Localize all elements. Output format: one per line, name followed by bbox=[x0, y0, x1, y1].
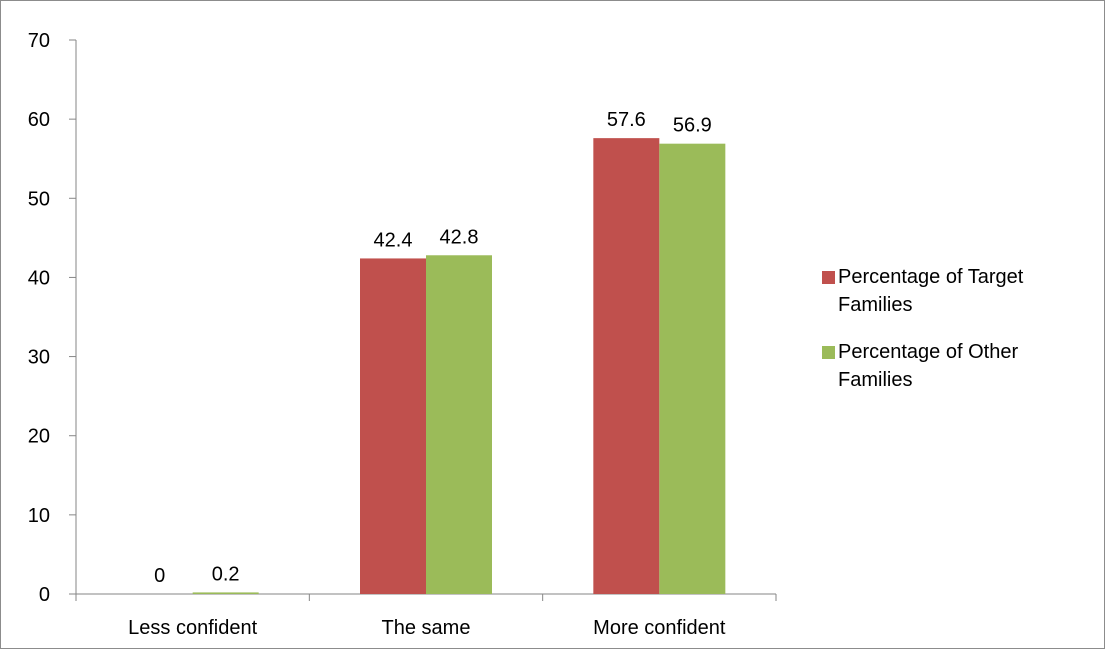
data-label: 57.6 bbox=[607, 109, 646, 131]
bar bbox=[192, 592, 259, 594]
x-tick-label: More confident bbox=[593, 617, 726, 639]
bar bbox=[426, 255, 492, 595]
data-label: 0.2 bbox=[212, 563, 240, 585]
y-tick-label: 20 bbox=[28, 426, 50, 448]
legend-swatch bbox=[822, 271, 835, 284]
y-tick-label: 40 bbox=[28, 267, 50, 289]
y-tick-label: 0 bbox=[39, 584, 50, 606]
x-tick-label: Less confident bbox=[128, 617, 257, 639]
legend-label: Percentage of Target bbox=[838, 266, 1024, 288]
y-tick-label: 70 bbox=[28, 30, 50, 52]
legend: Percentage of Target Families Percentage o… bbox=[822, 266, 1024, 391]
bars bbox=[192, 138, 726, 595]
bar bbox=[593, 138, 660, 594]
x-axis: Less confident The same More confident bbox=[75, 593, 777, 639]
y-tick-label: 60 bbox=[28, 109, 50, 131]
bar bbox=[360, 258, 426, 594]
y-tick-label: 50 bbox=[28, 188, 50, 210]
data-labels: 0 42.4 57.6 0.2 42.8 56.9 bbox=[154, 109, 712, 587]
y-axis: 0 10 20 30 40 50 60 70 bbox=[28, 30, 77, 606]
bar bbox=[659, 143, 726, 595]
data-label: 42.4 bbox=[374, 229, 413, 251]
data-label: 56.9 bbox=[673, 115, 712, 137]
y-tick-label: 10 bbox=[28, 505, 50, 527]
legend-swatch bbox=[822, 346, 835, 359]
x-tick-label: The same bbox=[382, 617, 471, 639]
legend-label: Families bbox=[838, 294, 912, 316]
y-tick-label: 30 bbox=[28, 347, 50, 369]
data-label: 0 bbox=[154, 565, 165, 587]
legend-label: Families bbox=[838, 369, 912, 391]
legend-label: Percentage of Other bbox=[838, 341, 1018, 363]
data-label: 42.8 bbox=[440, 226, 479, 248]
